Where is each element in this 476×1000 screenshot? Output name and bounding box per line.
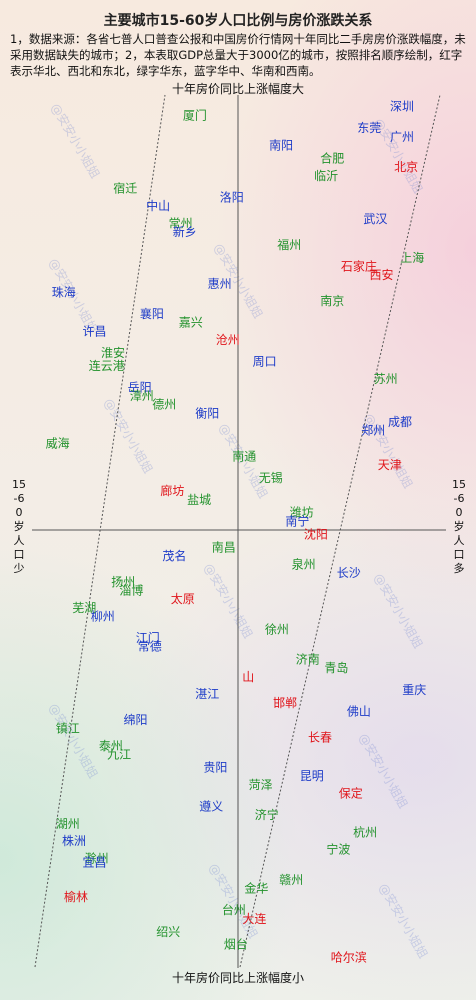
city-label: 遵义 — [199, 799, 223, 814]
city-label: 徐州 — [265, 621, 289, 636]
city-label: 连云港 — [89, 358, 125, 373]
city-label: 江门 — [136, 630, 160, 645]
city-label: 苏州 — [374, 372, 398, 386]
city-label: 沧州 — [216, 332, 240, 347]
city-label: 宿迁 — [113, 181, 137, 196]
city-label: 德州 — [152, 397, 176, 412]
city-label: 南通 — [232, 449, 256, 464]
city-label: 柳州 — [91, 609, 115, 623]
city-label: 广州 — [390, 130, 414, 144]
city-label: 中山 — [146, 198, 170, 213]
city-label: 济宁 — [255, 807, 279, 822]
city-label: 衡阳 — [195, 406, 219, 420]
x-axis-left-label: 15-60岁人口少 — [12, 478, 26, 575]
city-label: 襄阳 — [140, 306, 164, 321]
city-label: 郑州 — [361, 423, 385, 438]
city-label: 合肥 — [320, 151, 344, 166]
city-label: 周口 — [253, 355, 277, 369]
city-label: 赣州 — [279, 873, 303, 887]
city-label: 太原 — [171, 591, 195, 606]
city-label: 西安 — [369, 267, 393, 282]
city-label: 洛阳 — [220, 189, 244, 204]
city-label: 南宁 — [285, 513, 309, 528]
city-label: 济南 — [296, 652, 320, 667]
chart-title: 主要城市15-60岁人口比例与房价涨跌关系 — [103, 13, 373, 29]
city-label: 株洲 — [62, 833, 86, 848]
city-label: 佛山 — [347, 704, 371, 718]
city-label: 临沂 — [314, 169, 338, 183]
city-label: 茂名 — [162, 548, 186, 563]
city-label: 东莞 — [357, 121, 381, 135]
city-label: 滁州 — [85, 850, 109, 865]
city-label: 九江 — [107, 748, 131, 762]
city-label: 榆林 — [64, 889, 88, 904]
city-label: 镇江 — [56, 722, 80, 736]
x-axis-right-label: 15-60岁人口多 — [452, 478, 466, 575]
city-label: 新乡 — [173, 224, 197, 239]
left-diagonal-line — [34, 94, 166, 968]
city-label: 沈阳 — [304, 526, 328, 541]
city-label: 长沙 — [337, 566, 361, 580]
y-axis-bottom-label: 十年房价同比上涨幅度小 — [171, 971, 304, 985]
city-label: 常德 — [138, 639, 162, 654]
city-label: 上海 — [400, 250, 424, 265]
city-label: 天津 — [378, 458, 402, 472]
city-label: 南阳 — [269, 138, 293, 153]
city-label: 山 — [242, 670, 254, 684]
city-label: 湛江 — [195, 687, 219, 701]
city-label: 厦门 — [183, 107, 207, 122]
city-label: 石家庄 — [341, 259, 377, 274]
city-label: 芜湖 — [72, 600, 96, 615]
city-label: 漳州 — [130, 388, 154, 403]
city-label: 烟台 — [224, 937, 248, 952]
chart-note: 1，数据来源：各省七普人口普查公报和中国房价行情网十年同比二手房房价涨跌幅度，未… — [10, 32, 466, 78]
city-label: 珠海 — [52, 284, 76, 299]
city-label: 北京 — [394, 160, 418, 174]
city-label: 廊坊 — [160, 483, 184, 498]
city-label: 邯郸 — [273, 695, 297, 710]
city-label: 岳阳 — [128, 380, 152, 394]
right-diagonal-line — [239, 94, 441, 968]
city-label: 哈尔滨 — [331, 950, 367, 965]
city-label: 潍坊 — [290, 505, 314, 520]
city-label: 宜昌 — [82, 855, 106, 870]
city-label: 常州 — [169, 216, 193, 230]
city-label: 许昌 — [82, 324, 106, 338]
y-axis-top-label: 十年房价同比上涨幅度大 — [171, 82, 304, 96]
city-label: 扬州 — [111, 574, 135, 589]
city-label: 盐城 — [187, 493, 211, 507]
city-label: 淄博 — [119, 583, 143, 598]
city-label: 保定 — [339, 786, 363, 801]
city-label: 深圳 — [390, 100, 414, 114]
city-label: 昆明 — [300, 769, 324, 783]
city-label: 嘉兴 — [179, 316, 203, 330]
city-label: 长春 — [308, 730, 332, 744]
city-label: 青岛 — [324, 660, 348, 675]
city-label: 武汉 — [363, 212, 387, 226]
city-label: 成都 — [388, 415, 412, 429]
city-label: 湖州 — [56, 816, 80, 831]
city-label: 台州 — [222, 902, 246, 917]
city-label: 泉州 — [292, 558, 316, 572]
city-label: 大连 — [242, 911, 266, 926]
city-label: 无锡 — [259, 470, 283, 485]
city-label: 威海 — [46, 436, 70, 451]
city-label: 绵阳 — [123, 713, 147, 727]
city-label: 贵阳 — [203, 761, 227, 775]
city-label: 泰州 — [99, 739, 123, 753]
city-label: 惠州 — [208, 277, 232, 291]
city-label: 菏泽 — [249, 778, 273, 792]
city-label: 重庆 — [402, 683, 426, 697]
city-label: 杭州 — [353, 824, 377, 839]
city-label: 金华 — [244, 881, 268, 896]
city-label: 南昌 — [212, 539, 236, 554]
city-label: 南京 — [320, 293, 344, 308]
city-label: 宁波 — [326, 842, 350, 857]
city-label: 淮安 — [101, 345, 125, 360]
city-label: 福州 — [277, 237, 301, 252]
city-label: 绍兴 — [156, 925, 180, 939]
